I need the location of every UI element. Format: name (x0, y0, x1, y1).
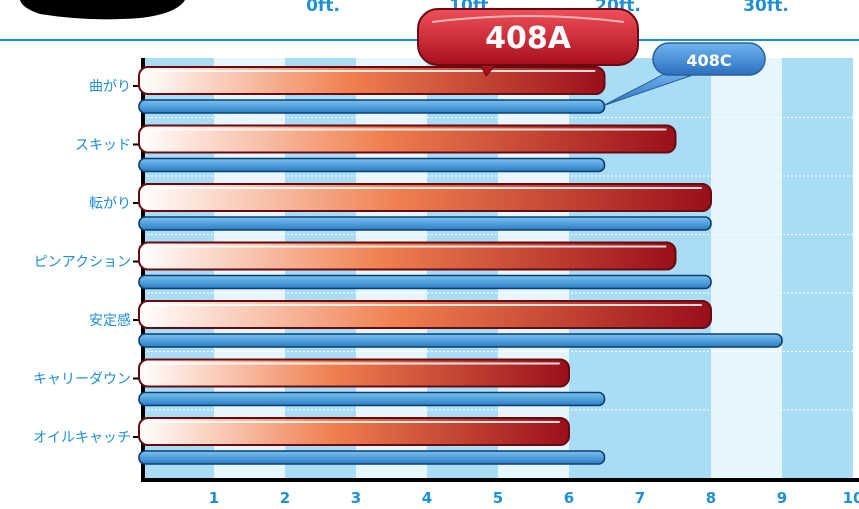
x-tick-label: 4 (422, 489, 432, 507)
x-tick-label: 1 (209, 489, 219, 507)
bar-408a (138, 183, 712, 212)
x-tick-label: 6 (564, 489, 574, 507)
x-tick-label: 9 (777, 489, 787, 507)
callout-408a-gloss (431, 15, 625, 23)
callout-408a-bubble (417, 8, 639, 66)
x-tick-label: 8 (706, 489, 716, 507)
x-tick-label: 2 (280, 489, 290, 507)
bar-408a (138, 417, 570, 446)
bar-408a (138, 300, 712, 329)
callout-408c-bubble (652, 42, 766, 76)
category-label: スキッド (75, 138, 131, 154)
bar-408c (138, 450, 606, 465)
category-label: ピンアクション (34, 255, 131, 271)
x-tick-label: 5 (493, 489, 503, 507)
x-tick-label: 7 (635, 489, 645, 507)
distance-label: 0ft. (306, 0, 340, 16)
bar-408c (138, 391, 606, 407)
bar-408a (138, 241, 677, 271)
category-label: 曲がり (89, 79, 131, 95)
x-tick-label: 3 (351, 489, 361, 507)
background-band (711, 58, 782, 480)
bar-408a (138, 358, 570, 388)
bar-408a (138, 124, 677, 154)
category-label: 安定感 (89, 312, 131, 329)
decorative-shape (20, 0, 185, 20)
bar-408c (138, 333, 783, 348)
callout-408c-label: 408C (686, 51, 731, 70)
callout-408a-label: 408A (485, 21, 572, 56)
category-label: キャリーダウン (33, 372, 131, 388)
background-band (782, 58, 853, 480)
category-label: オイルキャッチ (33, 430, 131, 446)
bar-408c (138, 99, 606, 114)
bar-408c (138, 216, 712, 231)
bar-408c (138, 157, 606, 173)
distance-label: 30ft. (743, 0, 789, 16)
x-tick-label: 10 (843, 489, 859, 507)
bar-408c (138, 274, 712, 290)
category-label: 転がり (89, 196, 131, 212)
